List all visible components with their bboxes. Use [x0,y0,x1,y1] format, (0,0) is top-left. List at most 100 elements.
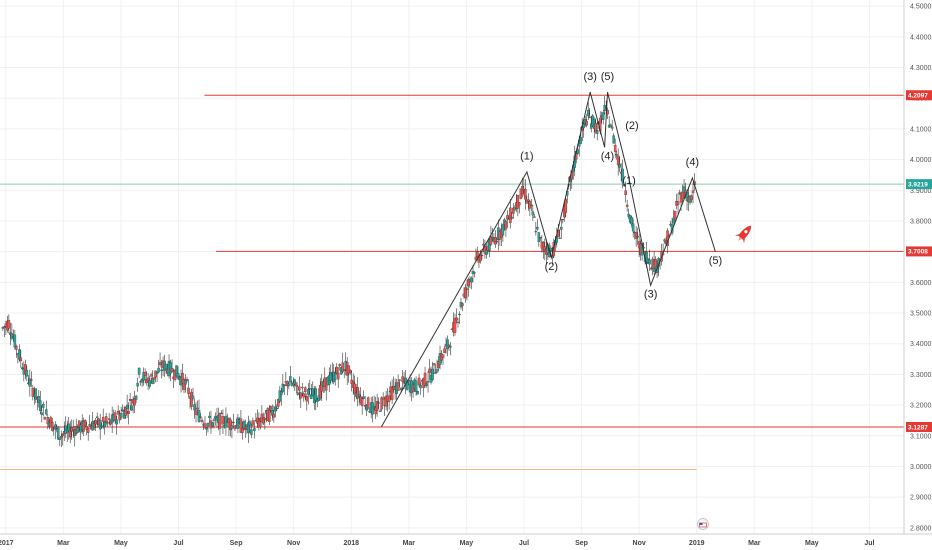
candle-body [233,426,237,430]
candle-body [464,287,467,299]
candle-body [476,251,479,258]
candle-body [148,380,151,387]
candle-body [113,412,117,422]
candle-body [425,383,428,386]
y-tick-label: 3.6000 [910,280,932,287]
candle-body [489,236,493,245]
candle-body [560,226,563,230]
candle-body [428,368,431,373]
candle-body [491,237,494,239]
candle-body [160,369,163,372]
candle-body [441,354,445,358]
candle-body [434,372,437,374]
candle-body [149,374,153,377]
x-tick-label: 2019 [689,540,705,547]
candle-body [610,126,614,129]
y-tick-label: 4.3000 [910,65,932,72]
candle-body [456,321,460,323]
candle-body [558,237,562,239]
candle-body [190,392,193,407]
candle-body [232,421,235,424]
candle-body [654,259,657,270]
candle-body [88,424,91,427]
candle-body [512,207,515,214]
candle-body [146,377,150,381]
candle-body [7,320,11,329]
candle-body [531,211,535,216]
candle-body [399,387,403,390]
candle-body [158,362,162,366]
candle-body [205,427,208,430]
price-tag [906,246,932,257]
candle-body [31,388,35,397]
candle-body [311,388,315,396]
wave-label: (1) [622,175,635,187]
candle-body [143,371,147,376]
rocket-icon [734,225,752,244]
x-tick-label: Nov [633,540,646,547]
candle-body [690,195,693,200]
price-tags: 4.2097 3.7008 3.1287 3.9219 [906,90,932,432]
y-tick-label: 4.0000 [910,157,932,164]
candle-body [501,224,505,236]
candle-body [119,413,123,418]
x-tick-label: Jul [173,540,183,547]
y-tick-label: 4.5000 [910,4,932,11]
candle-body [426,380,430,383]
candle-body [140,378,144,383]
candle-body [585,121,588,126]
candle-body [347,365,350,374]
candle-body [524,188,527,200]
candle-body [612,135,615,144]
candle-body [197,410,201,422]
candle-body [239,418,243,433]
wave-label: (2) [625,120,638,132]
candle-body [446,339,449,349]
candle-body [682,186,686,193]
candle-body [447,344,451,347]
candle-body [175,365,178,377]
y-tick-label: 3.8000 [910,218,932,225]
candle-body [494,236,497,245]
candle-body [247,422,250,433]
x-tick-label: Mar [748,540,761,547]
candle-body [449,346,452,348]
candle-body [338,363,341,366]
candle-body [495,241,499,243]
candle-body [549,247,553,251]
candle-body [272,413,276,418]
candle-body [296,392,300,395]
candle-body [419,385,422,389]
candle-body [236,417,240,429]
candle-body [432,363,436,366]
candle-body [691,190,695,194]
candle-body [310,394,313,400]
candle-body [564,199,568,213]
wave-label: (2) [545,261,558,273]
candle-body [206,423,210,427]
candle-body [25,369,29,377]
candle-body [142,372,145,381]
elliott-wave-lines [381,91,716,427]
candle-body [417,377,421,386]
candle-body [513,207,517,211]
candle-body [615,154,618,156]
candle-body [125,404,129,409]
wave-label: (4) [601,151,614,163]
y-tick-label: 3.3000 [910,372,932,379]
x-axis: 2017 Mar May Jul Sep Nov 2018 Mar May Jul Sep Nov 20… [0,533,932,547]
x-tick-label: 2018 [343,540,359,547]
y-tick-label: 3.4000 [910,341,932,348]
candle-body [277,398,280,407]
price-tag [906,421,932,432]
candle-body [299,392,303,399]
candle-body [42,404,45,408]
candle-body [85,425,88,430]
candle-body [536,226,539,230]
candle-body [136,382,139,387]
candle-body [106,422,109,424]
candle-body [613,144,617,152]
candle-body [133,398,136,406]
candle-body [212,419,216,421]
candle-body [54,424,57,430]
